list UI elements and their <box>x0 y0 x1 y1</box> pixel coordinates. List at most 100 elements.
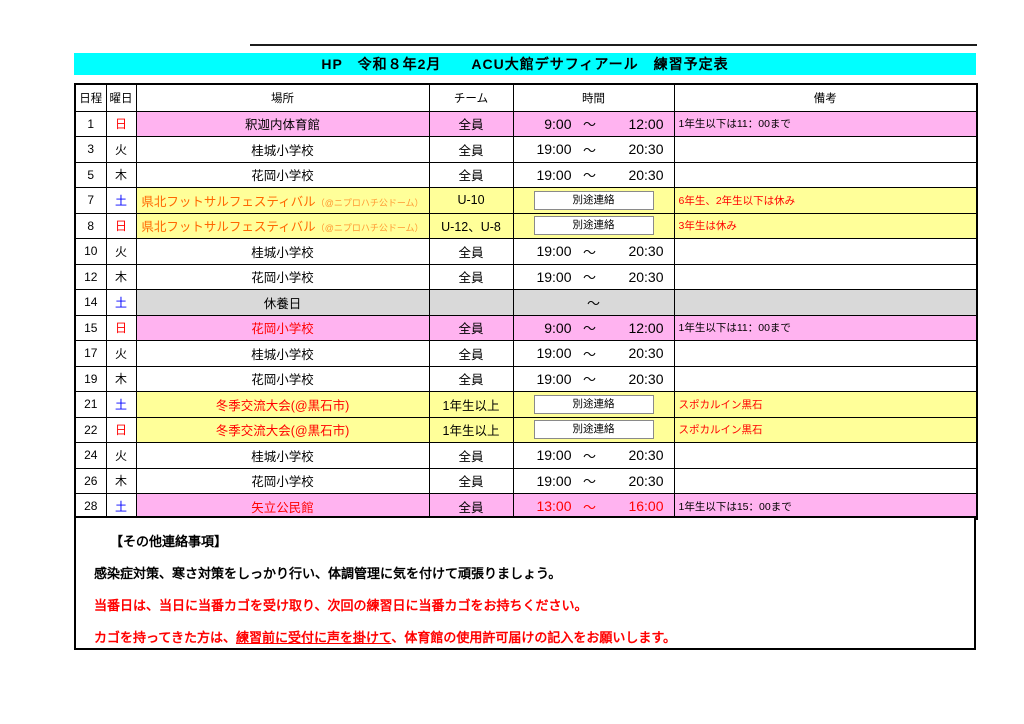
note-cell <box>673 238 978 265</box>
practice-schedule-table: 日程 曜日 場所 チーム 時間 備考 1 日釈迦内体育館 全員 9:00 ～ 12:00 1年生以下は… <box>74 83 978 520</box>
header-team: チーム <box>428 83 514 112</box>
time-start: 19:00 <box>536 141 572 158</box>
table-row: 22 日冬季交流大会(@黒石市) 1年生以上 別途連絡 スポカルイン黒石 <box>74 416 978 443</box>
time-start: 19:00 <box>536 243 572 260</box>
time-cell: 別途連絡 <box>512 391 675 418</box>
note-cell <box>673 289 978 316</box>
time-end: 20:30 <box>628 243 664 260</box>
day-cell: 土 <box>105 289 137 316</box>
time-end: 20:30 <box>628 370 664 387</box>
table-row: 21 土冬季交流大会(@黒石市) 1年生以上 別途連絡 スポカルイン黒石 <box>74 391 978 418</box>
notes-box: 【その他連絡事項】 感染症対策、寒さ対策をしっかり行い、体調管理に気を付けて頑張… <box>74 516 976 650</box>
table-row: 24 火桂城小学校 全員 19:00 ～ 20:30 <box>74 442 978 469</box>
note-cell: 3年生は休み <box>673 212 978 239</box>
date-cell: 26 <box>74 467 107 494</box>
time-start: 19:00 <box>536 166 572 183</box>
place-cell: 花岡小学校 <box>135 161 430 188</box>
time-tilde: ～ <box>582 321 596 337</box>
day-cell: 火 <box>105 136 137 163</box>
time-end: 16:00 <box>628 498 664 514</box>
day-cell: 木 <box>105 467 137 494</box>
team-cell <box>428 289 514 316</box>
note-cell: 1年生以下は15：00まで <box>673 493 978 520</box>
time-end: 20:30 <box>628 268 664 285</box>
table-row: 1 日釈迦内体育館 全員 9:00 ～ 12:00 1年生以下は11：00まで <box>74 110 978 137</box>
date-cell: 5 <box>74 161 107 188</box>
time-tilde: ～ <box>582 346 596 362</box>
notes-line3-underlined: 練習前に受付に声を掛けて <box>235 630 392 645</box>
time-range: 19:00 ～ 20:30 <box>514 471 673 490</box>
header-note: 備考 <box>673 83 978 112</box>
time-cell: 9:00 ～ 12:00 <box>512 110 675 137</box>
time-start: 9:00 <box>544 319 572 336</box>
time-range: 13:00 ～ 16:00 <box>514 497 673 516</box>
title-bar: HP 令和８年2月 ACU大館デサフィアール 練習予定表 <box>74 53 976 75</box>
time-tilde: ～ <box>582 270 596 286</box>
time-tilde: ～ <box>582 117 596 133</box>
place-cell: 休養日 <box>135 289 430 316</box>
place-subtext: （@ニプロハチ公ドーム） <box>315 197 424 208</box>
table-row: 3 火桂城小学校 全員 19:00 ～ 20:30 <box>74 136 978 163</box>
table-row: 28 土矢立公民館 全員 13:00 ～ 16:00 1年生以下は15：00まで <box>74 493 978 520</box>
time-range: 19:00 ～ 20:30 <box>514 242 673 261</box>
time-cell: ～ <box>512 289 675 316</box>
time-range: 19:00 ～ 20:30 <box>514 140 673 159</box>
time-range: 19:00 ～ 20:30 <box>514 344 673 363</box>
time-range: 19:00 ～ 20:30 <box>514 165 673 184</box>
contact-separately-box: 別途連絡 <box>533 190 654 210</box>
place-cell: 花岡小学校 <box>135 263 430 290</box>
note-cell: スポカルイン黒石 <box>673 391 978 418</box>
time-cell: 別途連絡 <box>512 416 675 443</box>
table-row: 10 火桂城小学校 全員 19:00 ～ 20:30 <box>74 238 978 265</box>
day-cell: 土 <box>105 391 137 418</box>
place-cell: 県北フットサルフェスティバル（@ニプロハチ公ドーム） <box>135 212 430 239</box>
day-cell: 木 <box>105 365 137 392</box>
time-start: 19:00 <box>536 370 572 387</box>
team-cell: 全員 <box>428 136 514 163</box>
time-start: 13:00 <box>536 498 572 514</box>
note-cell <box>673 467 978 494</box>
time-tilde: ～ <box>582 168 596 184</box>
contact-separately-box: 別途連絡 <box>533 420 654 440</box>
day-cell: 火 <box>105 442 137 469</box>
note-cell: スポカルイン黒石 <box>673 416 978 443</box>
time-tilde: ～ <box>586 295 600 311</box>
date-cell: 14 <box>74 289 107 316</box>
time-start: 19:00 <box>536 268 572 285</box>
table-row: 14 土休養日 ～ <box>74 289 978 316</box>
time-cell: 19:00 ～ 20:30 <box>512 136 675 163</box>
time-range: 9:00 ～ 12:00 <box>514 318 673 337</box>
place-cell: 釈迦内体育館 <box>135 110 430 137</box>
team-cell: U-12、U-8 <box>428 212 514 239</box>
place-cell: 花岡小学校 <box>135 467 430 494</box>
date-cell: 19 <box>74 365 107 392</box>
team-cell: 全員 <box>428 314 514 341</box>
notes-line3-prefix: カゴを持ってきた方は、 <box>94 630 236 645</box>
date-cell: 1 <box>74 110 107 137</box>
time-range: 9:00 ～ 12:00 <box>514 114 673 133</box>
place-cell: 花岡小学校 <box>135 365 430 392</box>
note-cell <box>673 442 978 469</box>
team-cell: 1年生以上 <box>428 416 514 443</box>
team-cell: 全員 <box>428 340 514 367</box>
header-date: 日程 <box>74 83 107 112</box>
table-header-row: 日程 曜日 場所 チーム 時間 備考 <box>74 83 978 112</box>
table-row: 8 日県北フットサルフェスティバル（@ニプロハチ公ドーム） U-12、U-8 別途連絡… <box>74 212 978 239</box>
team-cell: 全員 <box>428 442 514 469</box>
time-tilde: ～ <box>582 499 596 515</box>
day-cell: 日 <box>105 212 137 239</box>
time-cell: 別途連絡 <box>512 212 675 239</box>
day-cell: 土 <box>105 493 137 520</box>
time-end: 12:00 <box>628 115 664 132</box>
time-cell: 19:00 ～ 20:30 <box>512 365 675 392</box>
table-row: 17 火桂城小学校 全員 19:00 ～ 20:30 <box>74 340 978 367</box>
time-range: 19:00 ～ 20:30 <box>514 446 673 465</box>
print-area-top-line <box>250 44 977 46</box>
date-cell: 28 <box>74 493 107 520</box>
header-place: 場所 <box>135 83 430 112</box>
place-cell: 冬季交流大会(@黒石市) <box>135 391 430 418</box>
table-row: 15 日花岡小学校 全員 9:00 ～ 12:00 1年生以下は11：00まで <box>74 314 978 341</box>
note-cell <box>673 365 978 392</box>
time-cell: 19:00 ～ 20:30 <box>512 263 675 290</box>
